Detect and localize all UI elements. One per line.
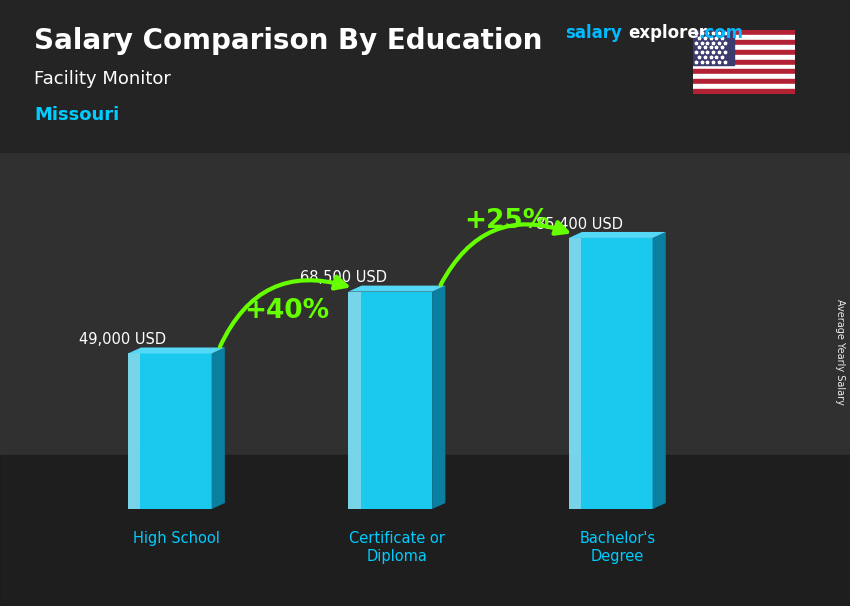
Bar xyxy=(693,40,795,45)
Bar xyxy=(693,30,795,35)
Text: Salary Comparison By Education: Salary Comparison By Education xyxy=(34,27,542,55)
Polygon shape xyxy=(348,285,445,291)
Bar xyxy=(348,291,361,509)
Bar xyxy=(0,152,850,454)
Bar xyxy=(581,238,653,509)
Text: explorer: explorer xyxy=(628,24,707,42)
Polygon shape xyxy=(653,232,666,509)
Polygon shape xyxy=(569,232,666,238)
Text: 85,400 USD: 85,400 USD xyxy=(536,216,623,231)
Text: salary: salary xyxy=(565,24,622,42)
Bar xyxy=(693,84,795,89)
Text: Bachelor's
Degree: Bachelor's Degree xyxy=(579,531,655,564)
Bar xyxy=(693,65,795,70)
Bar xyxy=(693,79,795,84)
Bar xyxy=(693,30,734,65)
Text: +40%: +40% xyxy=(244,298,329,324)
Bar xyxy=(693,35,795,40)
Polygon shape xyxy=(432,285,445,509)
Bar xyxy=(140,353,212,509)
Bar xyxy=(693,55,795,59)
Bar xyxy=(0,0,850,152)
Bar xyxy=(693,45,795,50)
Text: 68,500 USD: 68,500 USD xyxy=(300,270,387,285)
Bar xyxy=(361,291,432,509)
Text: .com: .com xyxy=(698,24,743,42)
Text: Average Yearly Salary: Average Yearly Salary xyxy=(835,299,845,404)
FancyArrowPatch shape xyxy=(220,277,347,347)
Bar xyxy=(693,89,795,94)
Text: Missouri: Missouri xyxy=(34,106,119,124)
Bar xyxy=(128,353,140,509)
Text: Facility Monitor: Facility Monitor xyxy=(34,70,171,88)
Bar xyxy=(693,59,795,65)
Bar xyxy=(693,50,795,55)
Polygon shape xyxy=(128,347,225,353)
Bar xyxy=(693,75,795,79)
Text: 49,000 USD: 49,000 USD xyxy=(79,332,167,347)
Bar xyxy=(569,238,581,509)
Text: +25%: +25% xyxy=(464,208,550,235)
Bar xyxy=(693,70,795,75)
Text: Certificate or
Diploma: Certificate or Diploma xyxy=(348,531,445,564)
FancyArrowPatch shape xyxy=(440,222,567,285)
Polygon shape xyxy=(212,347,225,509)
Text: High School: High School xyxy=(133,531,220,546)
Bar xyxy=(0,454,850,606)
